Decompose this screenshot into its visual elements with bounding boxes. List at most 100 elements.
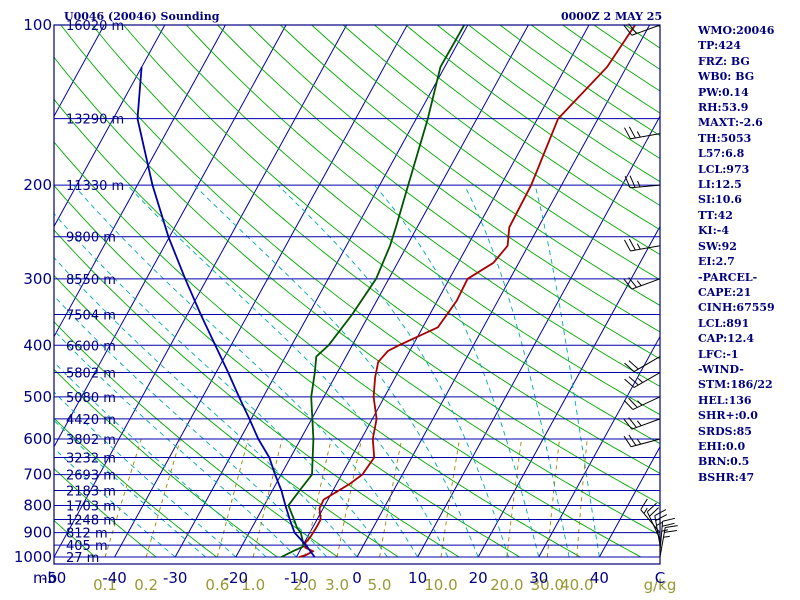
profile-point [214,344,216,346]
profile-point [407,184,409,186]
profile-point [151,184,154,186]
profile-point [306,554,308,556]
temperature-tick-label: 30 [529,569,548,587]
index-line: RH:53.9 [698,101,749,115]
barb-half-flag [663,535,670,538]
index-line: -PARCEL- [698,270,758,284]
temperature-tick-label: -50 [42,569,67,587]
indices-panel: WMO:20046 TP:424 FRZ: BG WB0: BG PW:0.14 RH:5… [698,23,775,485]
isotherm [538,335,660,558]
profile-point [328,344,330,346]
profile-point [314,371,316,374]
index-line: MAXT:-2.6 [698,116,763,130]
profile-point [227,371,229,374]
height-label: 405 m [66,539,108,554]
barb-flag [662,517,676,522]
pressure-tick-label: 500 [23,388,52,406]
temperature-tick-label: 40 [590,569,609,587]
profile-point [375,278,377,280]
profile-point [312,438,315,440]
barb-half-flag [643,507,648,514]
height-label: 3232 m [66,451,116,466]
barb-flag [623,25,633,36]
height-label: 3802 m [66,433,116,448]
barb-half-flag [637,180,641,188]
index-line: CAPE:21 [698,285,752,299]
index-line: LI:12.5 [698,178,742,192]
mixing-ratio-line [304,438,332,558]
temperature-tick-label: 20 [469,569,488,587]
wind-barb [623,126,661,140]
mixing-ratio-label: 0.1 [93,576,117,594]
profile-point [351,313,353,316]
barb-flag [624,378,635,388]
index-line: SW:92 [698,239,737,253]
profile-point [313,556,316,558]
index-line: HEL:136 [698,393,752,407]
profile-point [372,438,374,440]
mixing-ratio-label: 2.0 [293,576,317,594]
profile-point [280,556,282,558]
barb-half-flag [637,377,644,383]
pressure-tick-label: 800 [23,496,52,514]
index-line: CAP:12.4 [698,332,755,346]
barb-flag [623,418,633,430]
index-line: TT:42 [698,208,733,222]
profile-point [292,550,294,552]
height-label: 2183 m [66,485,116,500]
profile-point [300,532,302,534]
valid-time: 0000Z 2 MAY 25 [561,10,662,23]
profile-point [310,535,312,538]
pressure-tick-label: 200 [23,176,52,194]
barb-staff [632,396,661,410]
profile-point [284,504,286,507]
profile-point [304,546,306,549]
index-line: SHR+:0.0 [698,409,758,423]
dry-adiabat [782,25,800,557]
barb-flag [628,417,637,428]
wind-barb [623,417,661,430]
temperature-tick-label: 10 [408,569,427,587]
profile-point [280,489,283,492]
mixing-ratio-label: 0.2 [134,576,158,594]
pressure-tick-label: 400 [23,336,52,354]
barb-flag [628,397,638,408]
barb-flag [629,175,636,188]
barb-flag [665,525,678,528]
profile-point [136,118,139,120]
wind-barb [623,23,661,36]
barb-flag [623,278,633,290]
profile-point [289,518,291,521]
height-label: 812 m [66,527,108,542]
profile-point [184,278,186,280]
barb-flag [623,400,634,410]
barb-flag [628,238,636,251]
wind-barb [623,434,661,448]
wind-barb [624,372,661,388]
profile-point [296,526,298,529]
index-line: CINH:67559 [698,301,775,315]
wind-barb [654,509,668,546]
moist-adiabat [277,184,509,558]
profile-point [315,526,317,529]
pressure-tick-label: 900 [23,524,52,542]
temperature-unit: C [655,569,665,587]
index-line: SI:10.6 [698,193,742,207]
index-line: WMO:20046 [698,24,775,37]
barb-flag [649,507,659,517]
mixing-ratio-line [379,438,403,558]
barb-staff [631,278,661,290]
index-line: TH:5053 [698,131,752,145]
mixing-ratio-label: 0.6 [205,576,229,594]
barb-staff [654,515,661,546]
profile-point [466,278,469,280]
index-line: SRDS:85 [698,424,752,438]
barb-flag [646,502,657,513]
index-line: LFC:-1 [698,347,739,361]
wind-barb [624,175,661,189]
moist-adiabat [54,361,267,558]
index-line: PW:0.14 [698,85,749,99]
profile-point [387,350,389,352]
barb-flag [628,126,636,139]
